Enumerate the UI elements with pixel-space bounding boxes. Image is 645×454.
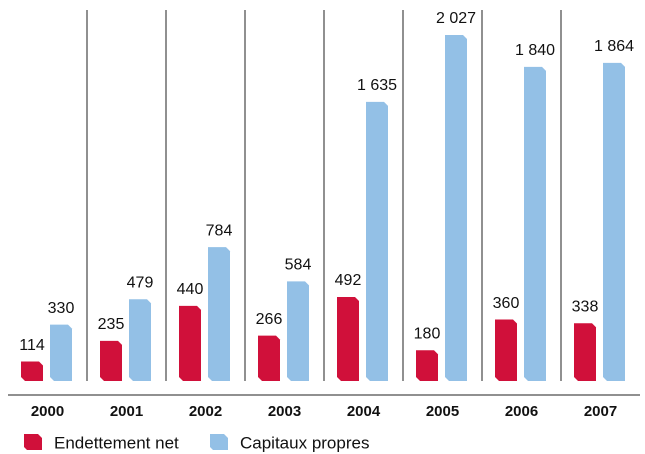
value-label: 266 xyxy=(256,311,283,328)
x-tick-label: 2001 xyxy=(110,403,143,420)
bar xyxy=(495,319,517,381)
x-tick-label: 2002 xyxy=(189,403,222,420)
value-label: 440 xyxy=(177,281,204,298)
legend-swatch xyxy=(24,434,42,450)
value-label: 1 635 xyxy=(357,77,397,94)
x-tick-label: 2003 xyxy=(268,403,301,420)
value-label: 114 xyxy=(19,337,45,354)
value-label: 2 027 xyxy=(436,10,476,27)
value-label: 338 xyxy=(572,299,599,316)
x-tick-label: 2006 xyxy=(505,403,538,420)
bar xyxy=(208,247,230,381)
x-tick-label: 2007 xyxy=(584,403,617,420)
value-label: 479 xyxy=(127,274,154,291)
value-label: 235 xyxy=(98,316,125,333)
bar xyxy=(287,281,309,381)
bar xyxy=(100,340,122,381)
legend-label: Capitaux propres xyxy=(240,433,369,452)
bar xyxy=(21,361,43,381)
value-label: 492 xyxy=(335,272,362,289)
bar xyxy=(603,62,625,381)
value-label: 1 864 xyxy=(594,38,634,55)
bar xyxy=(129,299,151,381)
value-label: 784 xyxy=(206,222,233,239)
x-tick-label: 2000 xyxy=(31,403,64,420)
bar xyxy=(179,305,201,381)
bar xyxy=(445,35,467,381)
x-tick-label: 2004 xyxy=(347,403,381,420)
bar xyxy=(524,66,546,382)
bar xyxy=(416,350,438,381)
legend-swatch xyxy=(210,434,228,450)
bar xyxy=(337,297,359,381)
bar xyxy=(50,324,72,381)
value-label: 360 xyxy=(493,295,520,312)
value-label: 330 xyxy=(48,300,75,317)
bar xyxy=(366,101,388,381)
value-label: 1 840 xyxy=(515,42,555,59)
bar xyxy=(574,323,596,381)
value-label: 180 xyxy=(414,325,441,342)
bar xyxy=(258,335,280,381)
value-label: 584 xyxy=(285,257,312,274)
legend-label: Endettement net xyxy=(54,433,179,452)
x-tick-label: 2005 xyxy=(426,403,459,420)
